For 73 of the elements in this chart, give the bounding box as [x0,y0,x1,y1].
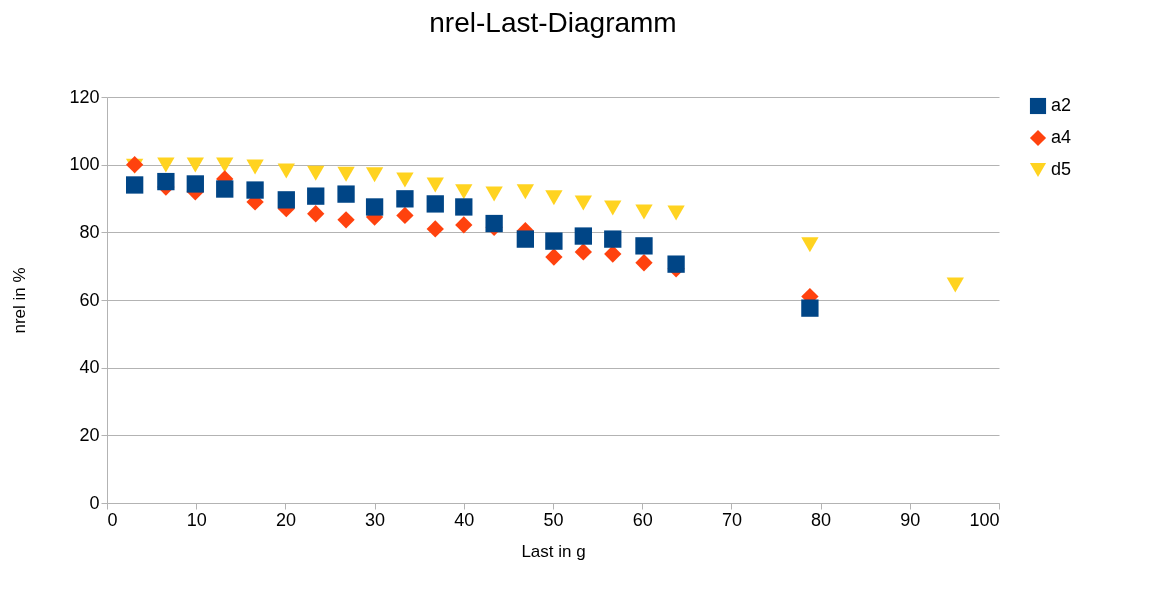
x-tick-label: 100 [969,509,1000,530]
point [157,157,175,173]
point [455,216,473,234]
x-tick-label: 60 [632,509,653,530]
point [545,232,563,250]
y-tick-label: 60 [79,289,100,310]
y-tick-label: 40 [79,357,100,378]
y-tick-label: 80 [79,221,100,242]
point [426,220,444,238]
point [277,191,295,209]
point [801,299,819,317]
legend-label: a2 [1051,95,1072,115]
x-tick-label: 10 [186,509,207,530]
point [426,195,444,213]
y-tick-label: 0 [89,492,100,513]
x-axis-title: Last in g [521,541,586,561]
point [277,163,295,179]
point [307,187,325,205]
x-tick-label: 70 [721,509,742,530]
point [604,230,622,248]
y-axis-title: nrel in % [10,267,30,334]
point [946,277,964,293]
point [604,200,622,216]
point [246,159,264,175]
point [396,206,414,225]
point [337,185,355,203]
x-tick-label: 0 [107,509,118,530]
point [516,230,535,248]
point [801,237,819,253]
point [574,195,592,211]
point [667,255,685,273]
point [307,165,325,181]
point [516,184,535,200]
y-tick-label: 20 [79,424,100,445]
point [365,198,384,216]
point [635,237,653,255]
point [246,181,264,199]
point [307,205,325,223]
point [337,166,355,182]
x-tick-label: 80 [811,509,832,530]
point [667,205,685,221]
point [216,157,234,173]
point [485,186,503,202]
point [157,172,175,191]
point [604,245,622,263]
y-tick-label: 120 [69,86,100,107]
chart-title: nrel-Last-Diagramm [429,7,677,38]
point [426,177,444,193]
legend-label: a4 [1051,127,1072,147]
point [337,211,355,229]
point [545,190,563,206]
x-tick-label: 30 [365,509,386,530]
x-tick-label: 90 [900,509,921,530]
x-tick-label: 50 [543,509,564,530]
x-tick-label: 40 [454,509,475,530]
point [485,214,503,233]
point [635,204,653,220]
point [574,227,592,245]
point [186,175,204,193]
y-tick-label: 100 [69,154,100,175]
point [396,172,414,188]
point [365,167,384,183]
legend-label: d5 [1051,159,1072,179]
point [455,198,473,216]
point [635,254,653,272]
point [125,176,144,194]
point [186,157,204,173]
point [545,248,563,266]
x-tick-label: 20 [275,509,296,530]
point [574,243,592,261]
point [216,180,234,198]
point [396,190,414,208]
point [455,184,473,200]
